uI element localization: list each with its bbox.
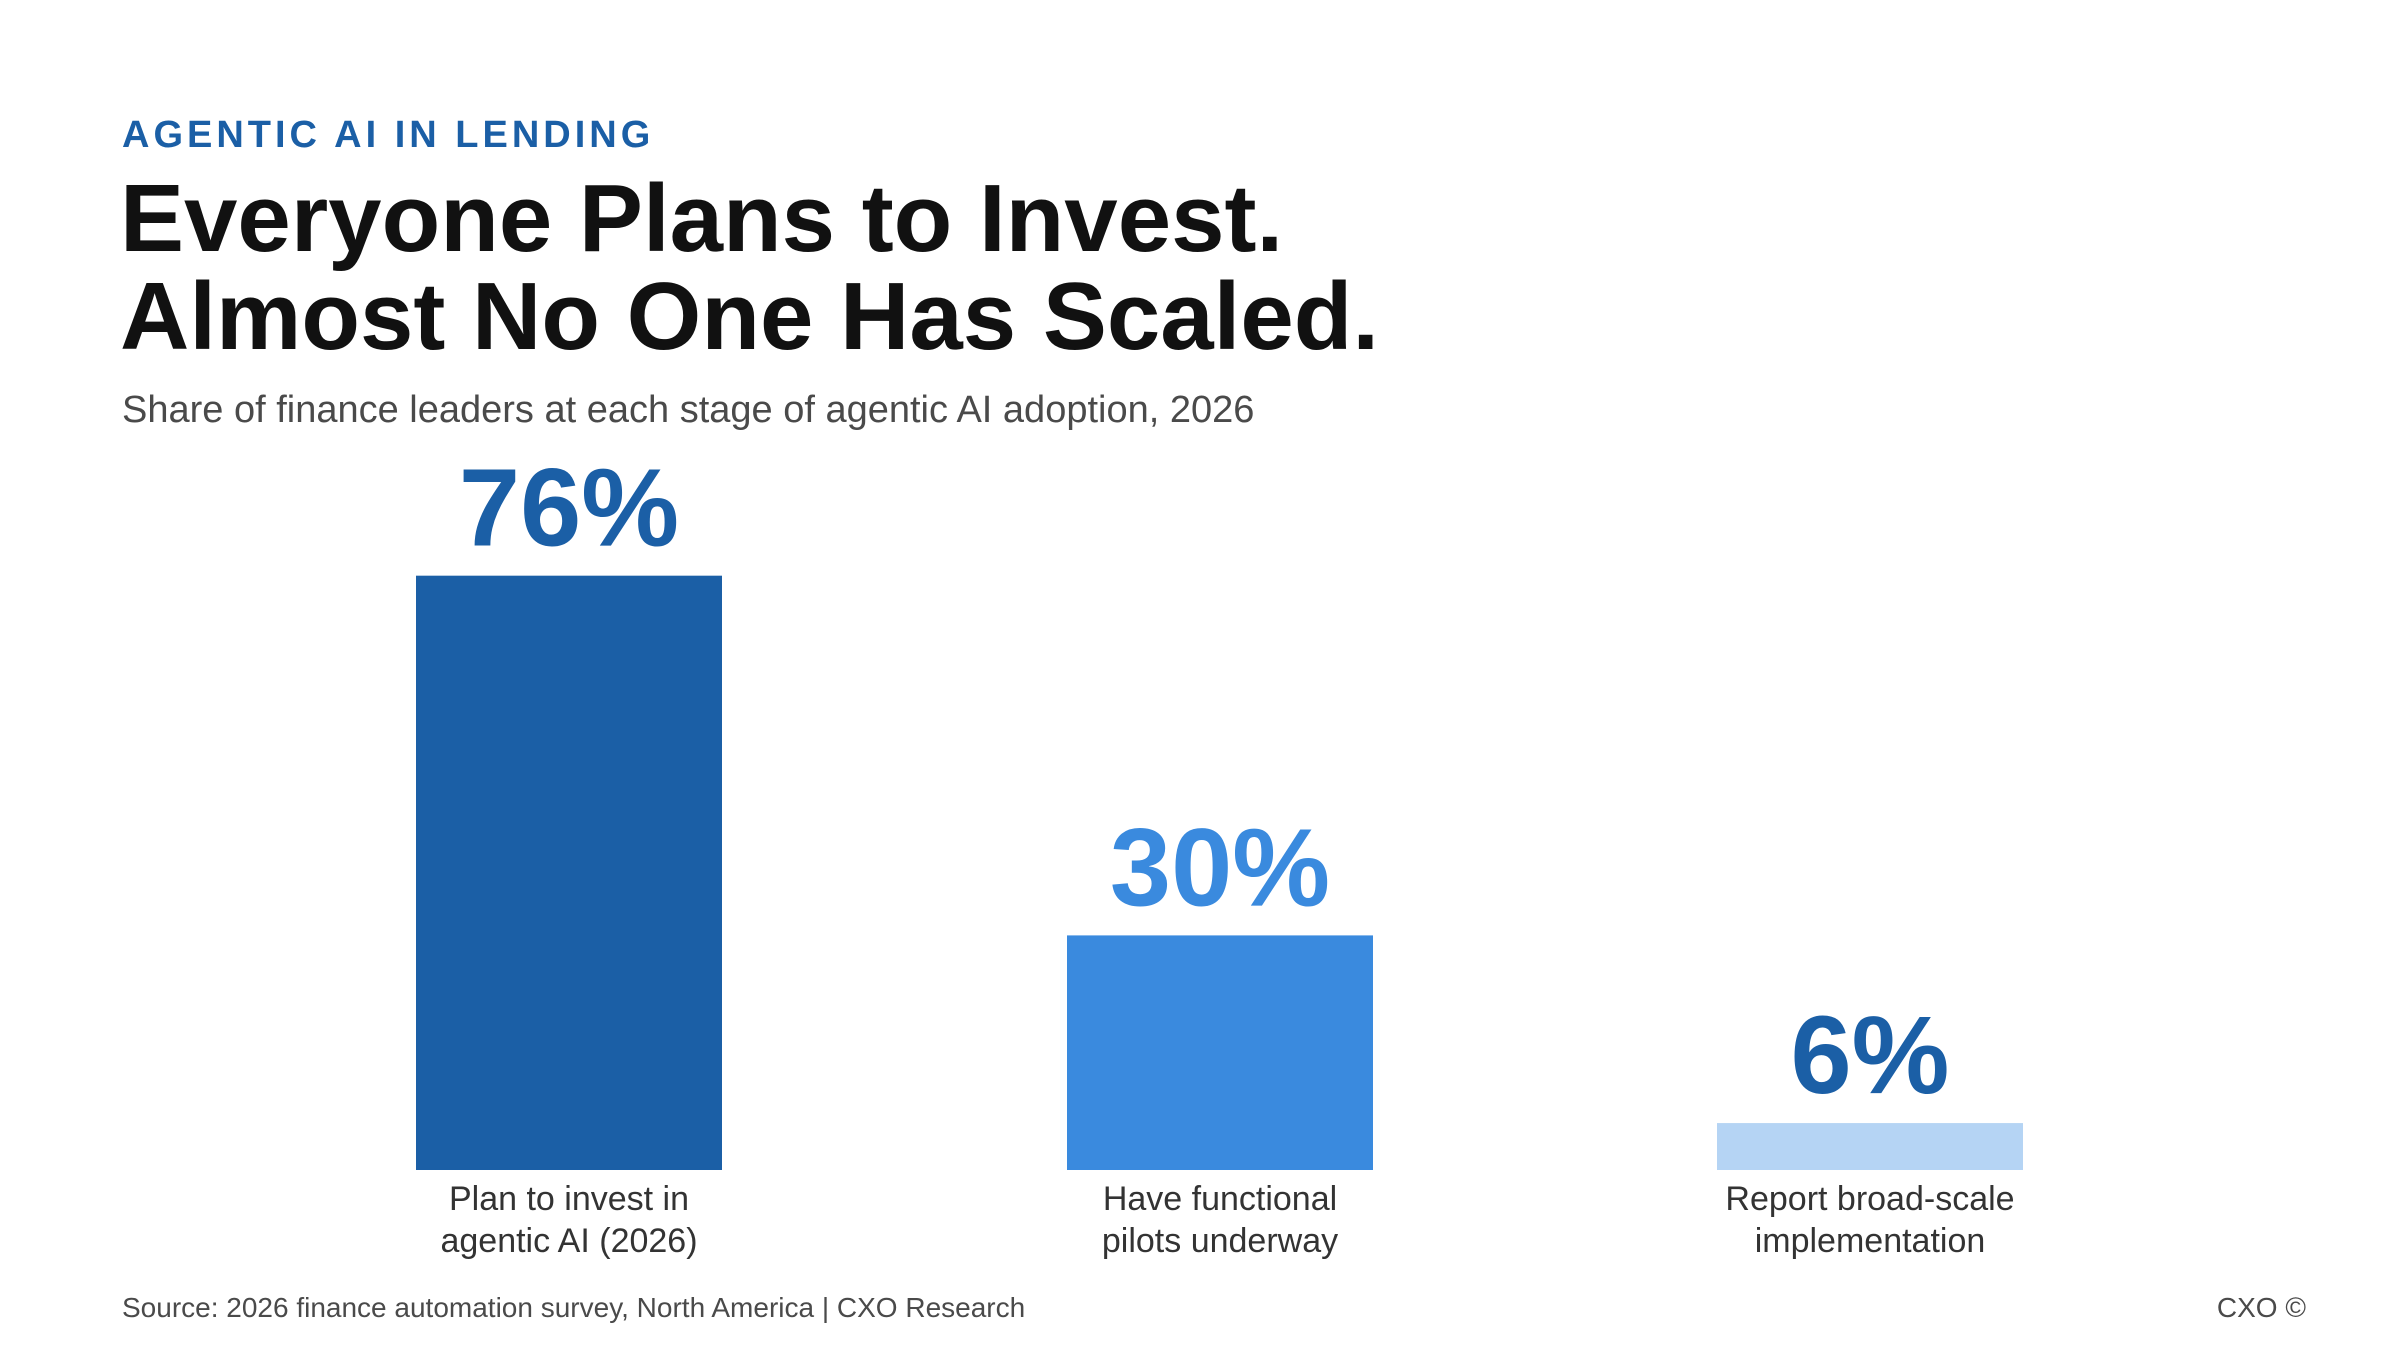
chart-title-line-1: Everyone Plans to Invest. bbox=[120, 165, 1284, 272]
bar-1 bbox=[416, 575, 722, 1170]
chart-title-line-2: Almost No One Has Scaled. bbox=[120, 263, 1380, 370]
category-label-2-line-2: pilots underway bbox=[1102, 1222, 1338, 1260]
data-label-3: 6% bbox=[1791, 994, 1950, 1117]
bar-2 bbox=[1067, 935, 1373, 1170]
bar-3 bbox=[1717, 1123, 2023, 1170]
source-note: Source: 2026 finance automation survey, … bbox=[122, 1292, 1026, 1323]
data-label-2: 30% bbox=[1110, 806, 1330, 929]
brand-mark: CXO © bbox=[2216, 1292, 2306, 1323]
category-label-2-line-1: Have functional bbox=[1103, 1180, 1337, 1218]
chart-subtitle: Share of finance leaders at each stage o… bbox=[122, 389, 1255, 431]
category-label-3-line-1: Report broad-scale bbox=[1725, 1180, 2014, 1218]
category-label-1-line-1: Plan to invest in bbox=[449, 1180, 689, 1218]
chart-title: Everyone Plans to Invest. Almost No One … bbox=[120, 170, 1379, 366]
category-label-3-line-2: implementation bbox=[1755, 1222, 1986, 1260]
chart-kicker: AGENTIC AI IN LENDING bbox=[122, 114, 655, 156]
data-label-1: 76% bbox=[459, 447, 679, 570]
category-label-1-line-2: agentic AI (2026) bbox=[440, 1222, 697, 1260]
